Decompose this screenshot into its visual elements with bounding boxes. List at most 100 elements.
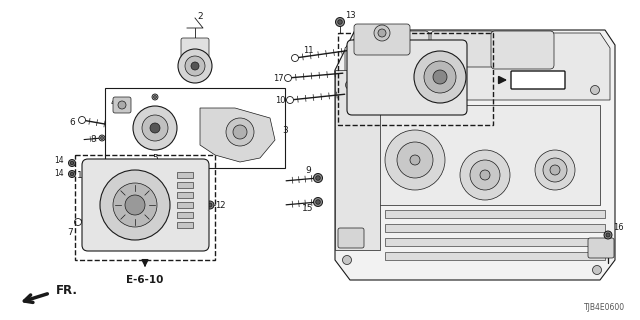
- FancyBboxPatch shape: [361, 31, 429, 69]
- Circle shape: [150, 123, 160, 133]
- Polygon shape: [335, 30, 615, 280]
- Circle shape: [460, 150, 510, 200]
- Circle shape: [142, 115, 168, 141]
- Circle shape: [68, 159, 76, 166]
- FancyBboxPatch shape: [431, 31, 494, 67]
- Circle shape: [378, 29, 386, 37]
- Text: 12: 12: [215, 201, 225, 210]
- Polygon shape: [200, 108, 275, 162]
- Circle shape: [154, 95, 157, 99]
- Circle shape: [191, 62, 199, 70]
- Bar: [105, 88, 285, 168]
- FancyBboxPatch shape: [511, 71, 565, 89]
- Circle shape: [79, 116, 86, 124]
- Circle shape: [113, 183, 157, 227]
- Text: 14: 14: [54, 156, 64, 164]
- Text: E-6-10: E-6-10: [126, 275, 164, 285]
- Text: 5: 5: [152, 154, 158, 163]
- Text: 15: 15: [302, 204, 314, 212]
- Circle shape: [314, 173, 323, 182]
- Circle shape: [226, 118, 254, 146]
- Circle shape: [74, 219, 81, 226]
- Circle shape: [287, 97, 294, 103]
- Circle shape: [185, 56, 205, 76]
- Circle shape: [125, 195, 145, 215]
- Circle shape: [316, 200, 320, 204]
- Circle shape: [233, 125, 247, 139]
- Bar: [177, 172, 193, 178]
- Bar: [177, 182, 193, 188]
- Circle shape: [470, 160, 500, 190]
- Bar: [385, 210, 605, 218]
- Circle shape: [346, 81, 355, 90]
- Text: 10: 10: [275, 95, 285, 105]
- Bar: [385, 238, 605, 246]
- Circle shape: [208, 203, 212, 207]
- Text: 6: 6: [69, 117, 75, 126]
- FancyBboxPatch shape: [491, 31, 554, 69]
- Circle shape: [593, 266, 602, 275]
- Bar: [385, 224, 605, 232]
- Circle shape: [414, 51, 466, 103]
- Text: 16: 16: [612, 222, 623, 231]
- Bar: [177, 202, 193, 208]
- Circle shape: [99, 135, 105, 141]
- Circle shape: [604, 231, 612, 239]
- Text: 14: 14: [54, 169, 64, 178]
- FancyBboxPatch shape: [82, 159, 209, 251]
- Circle shape: [100, 170, 170, 240]
- FancyBboxPatch shape: [347, 40, 467, 115]
- Circle shape: [410, 155, 420, 165]
- Circle shape: [206, 201, 214, 209]
- Bar: [177, 212, 193, 218]
- Text: 1: 1: [77, 171, 83, 180]
- Circle shape: [133, 106, 177, 150]
- FancyBboxPatch shape: [354, 24, 410, 55]
- Circle shape: [374, 25, 390, 41]
- Text: TJB4E0600: TJB4E0600: [584, 303, 625, 312]
- Circle shape: [550, 165, 560, 175]
- FancyBboxPatch shape: [338, 228, 364, 248]
- Text: 13: 13: [345, 11, 355, 20]
- Text: 17: 17: [273, 74, 284, 83]
- Bar: [177, 222, 193, 228]
- Circle shape: [316, 176, 320, 180]
- Bar: [177, 192, 193, 198]
- Bar: [385, 252, 605, 260]
- FancyBboxPatch shape: [113, 97, 131, 113]
- Circle shape: [385, 130, 445, 190]
- Text: 8: 8: [90, 134, 96, 143]
- Circle shape: [606, 233, 610, 237]
- Circle shape: [543, 158, 567, 182]
- Circle shape: [314, 174, 321, 181]
- Circle shape: [605, 231, 611, 238]
- Text: FR.: FR.: [56, 284, 78, 297]
- Circle shape: [178, 49, 212, 83]
- Bar: [338, 33, 493, 125]
- Polygon shape: [345, 33, 610, 100]
- Circle shape: [118, 101, 126, 109]
- Text: 3: 3: [282, 125, 288, 134]
- Circle shape: [100, 137, 104, 140]
- Circle shape: [70, 161, 74, 165]
- Circle shape: [338, 20, 342, 24]
- Circle shape: [314, 198, 321, 205]
- Circle shape: [591, 85, 600, 94]
- FancyBboxPatch shape: [181, 38, 209, 58]
- Circle shape: [152, 94, 158, 100]
- Circle shape: [70, 172, 74, 176]
- Circle shape: [291, 54, 298, 61]
- Circle shape: [535, 150, 575, 190]
- Text: 4: 4: [110, 98, 116, 107]
- Circle shape: [68, 171, 76, 178]
- Circle shape: [335, 18, 344, 27]
- Circle shape: [342, 255, 351, 265]
- Bar: [335, 70, 380, 250]
- Circle shape: [285, 75, 291, 82]
- Text: E-7-10: E-7-10: [520, 75, 556, 85]
- Text: 9: 9: [305, 165, 311, 174]
- Text: 11: 11: [303, 45, 313, 54]
- Circle shape: [424, 61, 456, 93]
- Bar: [75, 155, 215, 260]
- Text: 2: 2: [197, 12, 203, 20]
